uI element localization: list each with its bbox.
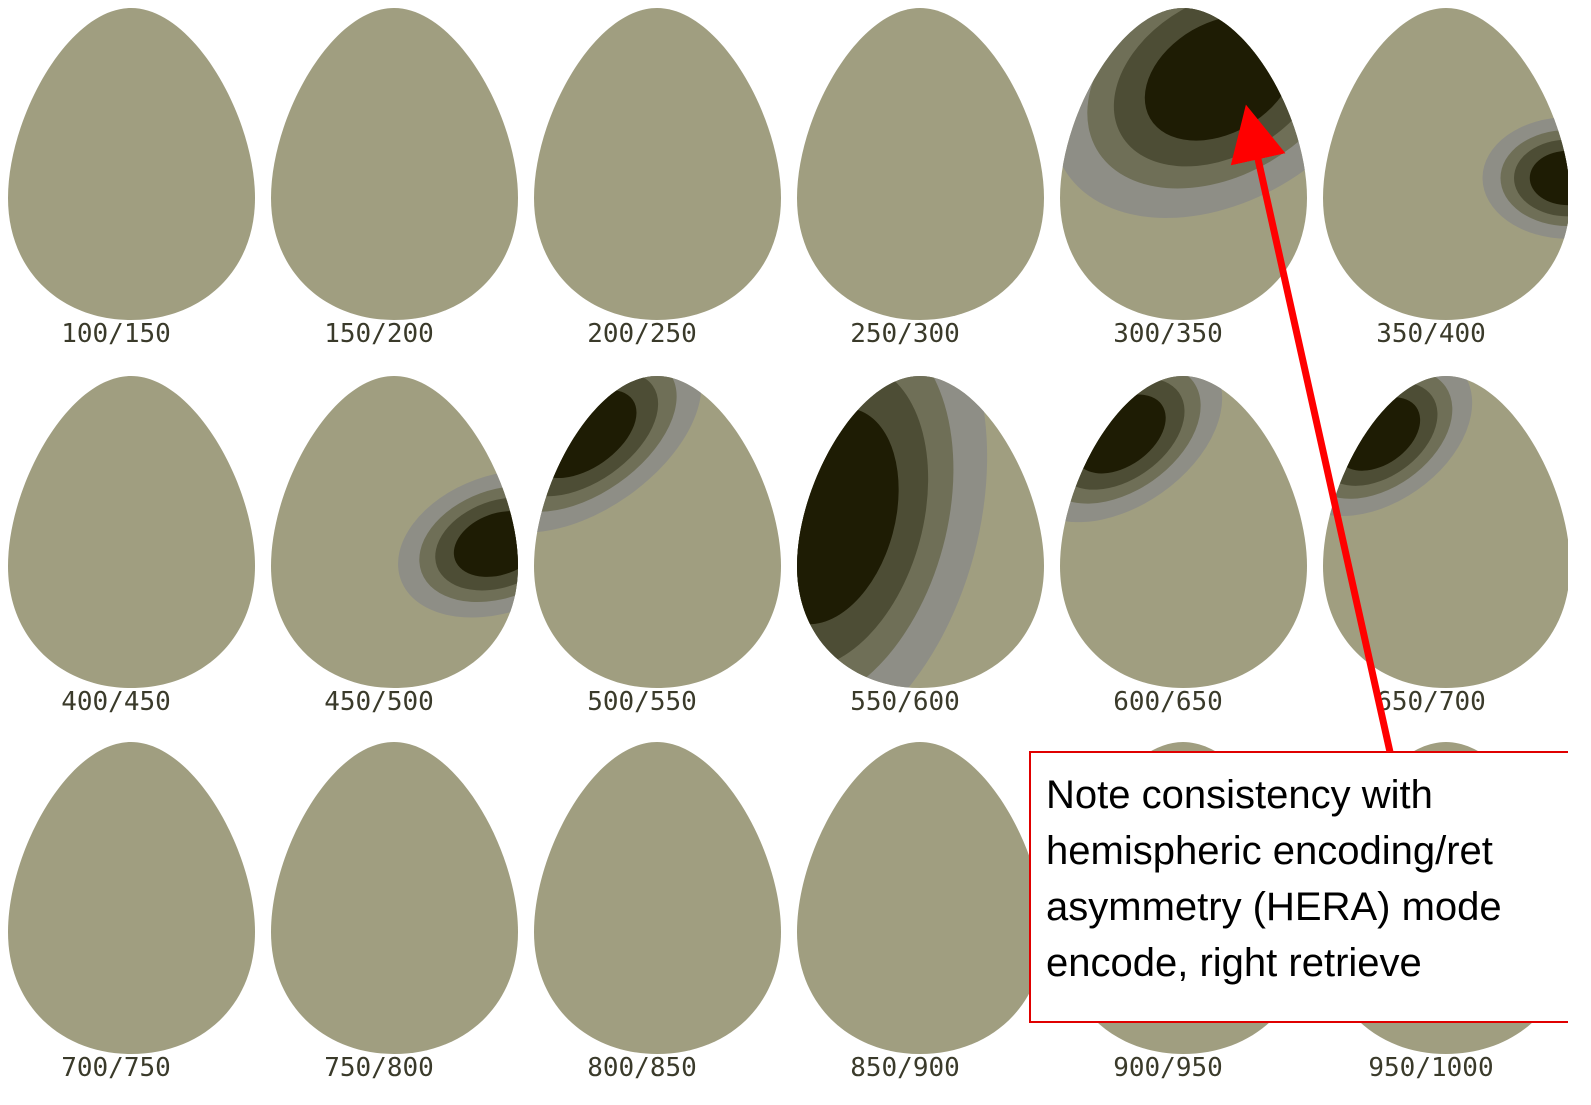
- map-body: [534, 742, 781, 1054]
- topo-map: 150/200: [271, 8, 518, 349]
- callout-line: encode, right retrieve: [1046, 941, 1422, 985]
- scalp: [8, 742, 255, 1054]
- map-label: 850/900: [850, 1053, 960, 1083]
- scalp: [797, 742, 1044, 1054]
- topo-map: 800/850: [534, 742, 781, 1083]
- map-label: 700/750: [61, 1053, 171, 1083]
- topo-map: 100/150: [8, 8, 255, 349]
- arrow: [1230, 104, 1394, 753]
- map-label: 200/250: [587, 319, 697, 349]
- topo-map: 700/750: [8, 742, 255, 1083]
- callout-line: asymmetry (HERA) mode: [1046, 885, 1502, 929]
- map-label: 400/450: [61, 687, 171, 717]
- callout-line: hemispheric encoding/ret: [1046, 829, 1493, 873]
- callout-box: [1029, 751, 1568, 1023]
- map-body: [797, 376, 1044, 688]
- map-body: [8, 742, 255, 1054]
- callout-text: Note consistency with hemispheric encodin…: [1046, 773, 1502, 985]
- activation-level: [1529, 150, 1568, 206]
- scalp: [271, 742, 518, 1054]
- map-body: [1060, 376, 1307, 688]
- topo-map: 750/800: [271, 742, 518, 1083]
- map-label: 100/150: [61, 319, 171, 349]
- map-label: 650/700: [1376, 687, 1486, 717]
- map-label: 300/350: [1113, 319, 1223, 349]
- activation-level: [453, 511, 518, 577]
- activation-level: [797, 407, 899, 625]
- scalp: [797, 8, 1044, 320]
- map-label: 150/200: [324, 319, 434, 349]
- map-label: 900/950: [1113, 1053, 1223, 1083]
- map-label: 750/800: [324, 1053, 434, 1083]
- map-body: [8, 376, 255, 688]
- map-label: 250/300: [850, 319, 960, 349]
- topo-map: 350/400: [1323, 8, 1568, 349]
- map-label: 950/1000: [1368, 1053, 1493, 1083]
- map-body: [797, 742, 1044, 1054]
- map-body: [1323, 8, 1568, 320]
- map-body: [8, 8, 255, 320]
- map-body: [271, 742, 518, 1054]
- topo-map: 850/900: [797, 742, 1044, 1083]
- scalp: [271, 8, 518, 320]
- map-label: 500/550: [587, 687, 697, 717]
- map-body: [1323, 376, 1568, 688]
- topo-map: 400/450: [8, 376, 255, 717]
- map-body: [534, 8, 781, 320]
- map-body: [797, 8, 1044, 320]
- topo-map: 250/300: [797, 8, 1044, 349]
- map-label: 600/650: [1113, 687, 1223, 717]
- scalp: [8, 8, 255, 320]
- scalp: [8, 376, 255, 688]
- map-label: 450/500: [324, 687, 434, 717]
- map-label: 550/600: [850, 687, 960, 717]
- callout-line: Note consistency with: [1046, 773, 1433, 817]
- map-label: 800/850: [587, 1053, 697, 1083]
- map-body: [271, 8, 518, 320]
- scalp: [534, 742, 781, 1054]
- topo-map: 550/600: [797, 376, 1044, 717]
- scalp: [534, 8, 781, 320]
- map-label: 350/400: [1376, 319, 1486, 349]
- topo-map: 200/250: [534, 8, 781, 349]
